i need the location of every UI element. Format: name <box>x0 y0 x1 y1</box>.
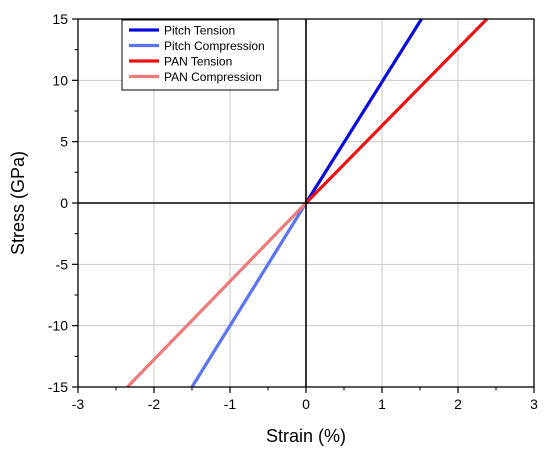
legend-label-1: Pitch Compression <box>164 39 265 53</box>
x-tick-label: -3 <box>72 396 85 412</box>
x-tick-label: 2 <box>454 396 462 412</box>
x-tick-label: 0 <box>302 396 310 412</box>
y-tick-label: 0 <box>60 195 68 211</box>
y-tick-label: -15 <box>48 379 68 395</box>
y-tick-label: 5 <box>60 134 68 150</box>
series-line-0 <box>304 18 423 204</box>
legend-label-0: Pitch Tension <box>164 24 235 38</box>
legend-label-3: PAN Compression <box>164 70 262 84</box>
zero-axes <box>78 19 534 387</box>
series-line-3 <box>126 201 308 389</box>
y-axis-label: Stress (GPa) <box>8 151 28 255</box>
legend-box <box>121 19 279 91</box>
series-line-2 <box>304 17 489 205</box>
x-tick-label: 1 <box>378 396 386 412</box>
y-tick-label: -5 <box>56 256 69 272</box>
x-tick-label: -2 <box>148 396 161 412</box>
x-axis-label: Strain (%) <box>266 426 346 446</box>
x-tick-label: 3 <box>530 396 538 412</box>
y-tick-label: -10 <box>48 318 68 334</box>
series-layer <box>126 17 489 389</box>
series-line-1 <box>190 202 308 388</box>
legend-label-2: PAN Tension <box>164 55 232 69</box>
y-tick-label: 15 <box>52 11 68 27</box>
x-tick-label: -1 <box>224 396 237 412</box>
y-tick-label: 10 <box>52 72 68 88</box>
